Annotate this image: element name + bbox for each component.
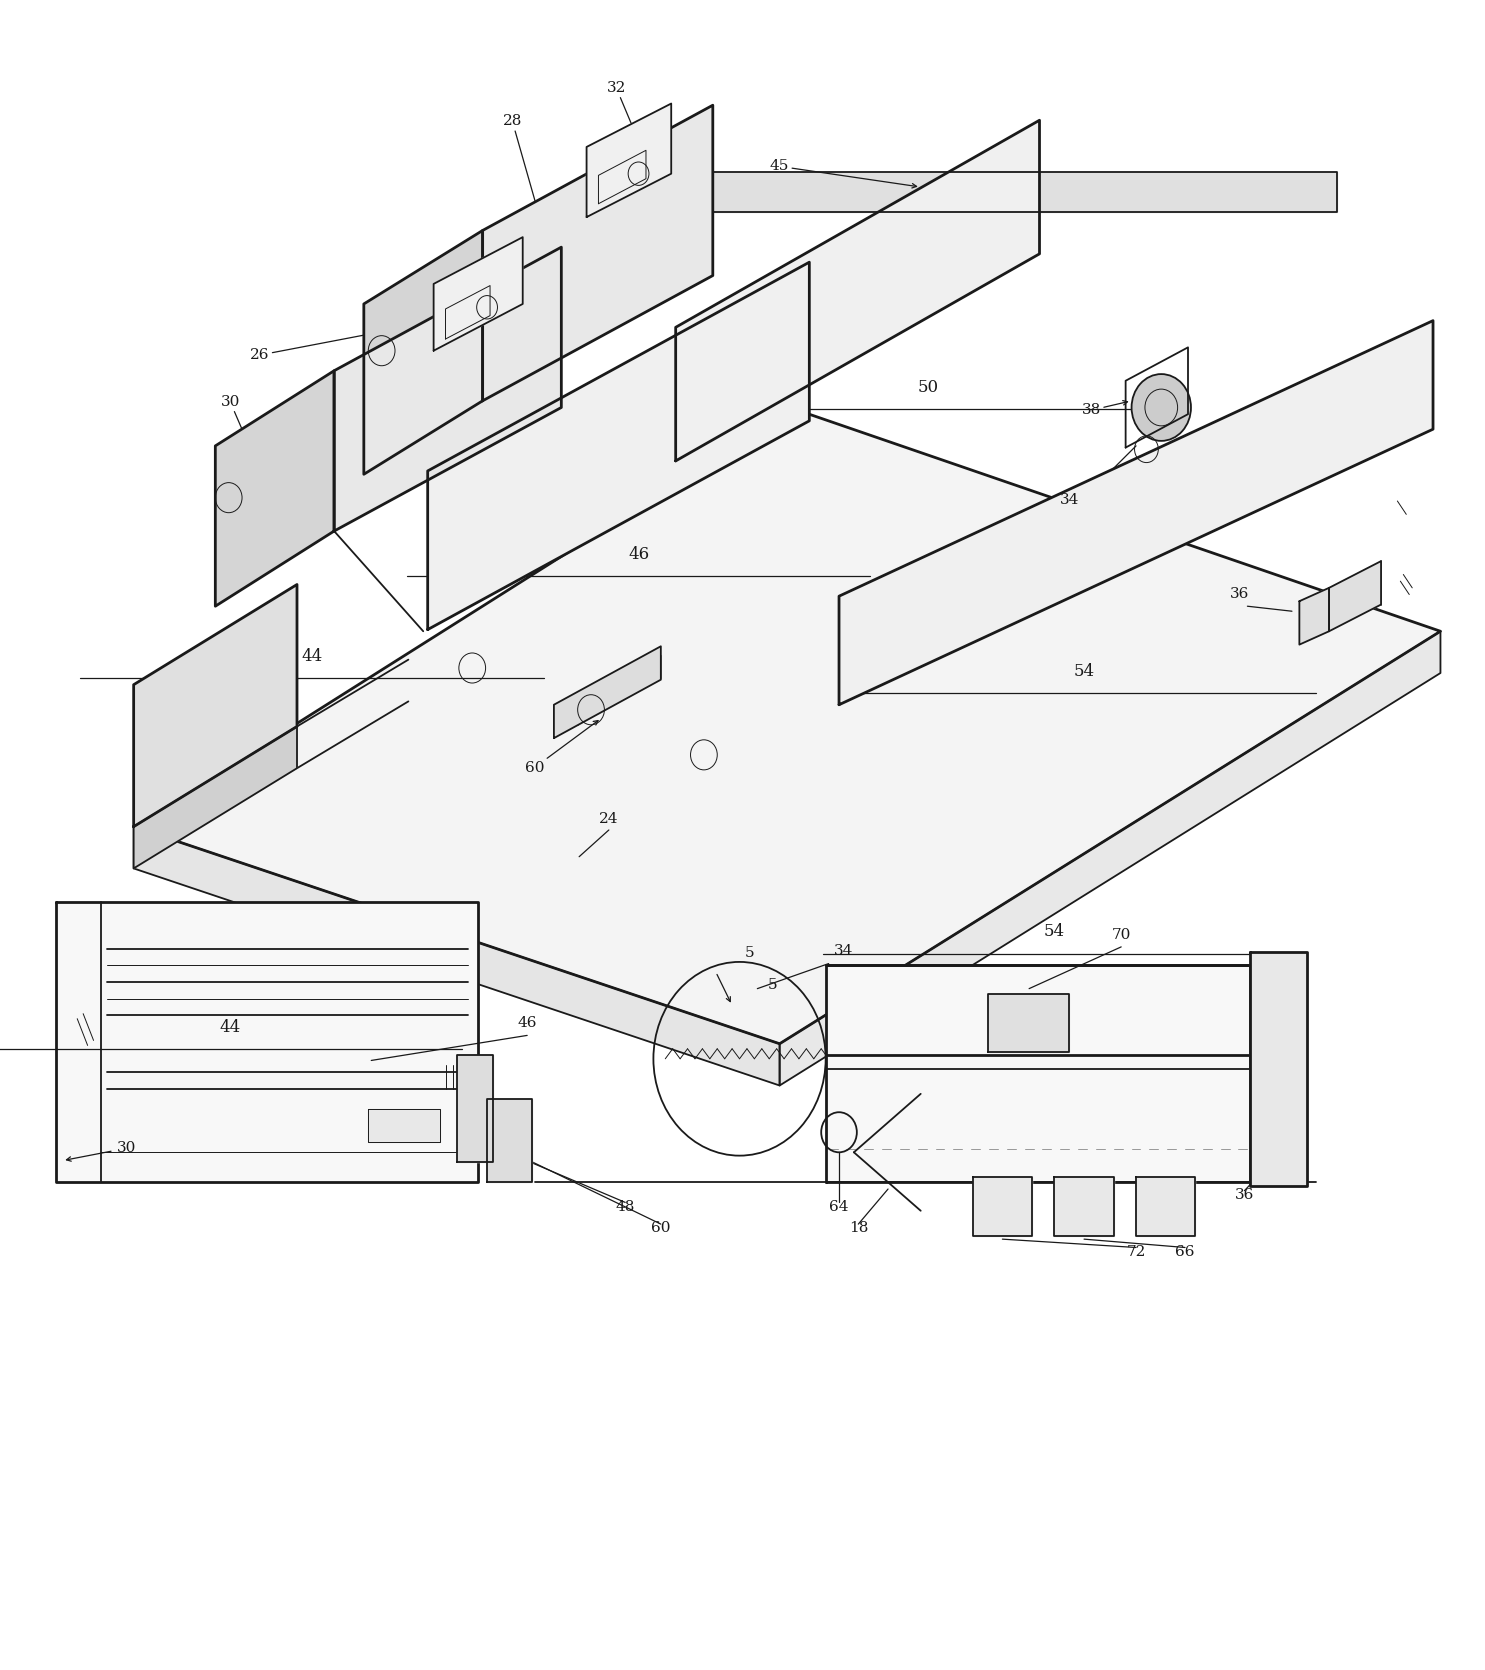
Text: 26: 26 — [249, 321, 435, 362]
Text: 46: 46 — [517, 1015, 538, 1030]
Polygon shape — [1299, 588, 1329, 645]
Polygon shape — [780, 631, 1440, 1086]
Text: 36: 36 — [1234, 1187, 1255, 1202]
Polygon shape — [839, 321, 1433, 705]
Text: 44: 44 — [301, 648, 322, 665]
Text: 60: 60 — [524, 720, 598, 775]
Text: 50: 50 — [918, 379, 939, 396]
Text: 28: 28 — [502, 114, 542, 222]
Text: 30: 30 — [220, 394, 263, 478]
Polygon shape — [134, 409, 1440, 1044]
Text: 5: 5 — [745, 945, 754, 960]
Polygon shape — [554, 646, 661, 738]
Polygon shape — [1250, 952, 1307, 1186]
Polygon shape — [364, 230, 483, 474]
Circle shape — [1132, 374, 1191, 441]
Text: 70: 70 — [1111, 927, 1132, 942]
Polygon shape — [457, 1055, 493, 1162]
Text: 48: 48 — [615, 1199, 636, 1214]
Text: 54: 54 — [1044, 924, 1065, 940]
Polygon shape — [483, 105, 713, 401]
Text: 54: 54 — [1074, 663, 1094, 680]
Polygon shape — [826, 965, 1250, 1182]
Polygon shape — [215, 371, 334, 606]
Polygon shape — [713, 172, 1336, 212]
Text: 45: 45 — [769, 159, 916, 189]
Polygon shape — [587, 104, 671, 217]
Text: 5: 5 — [768, 977, 777, 992]
Polygon shape — [334, 247, 561, 531]
Text: 44: 44 — [220, 1019, 241, 1035]
Text: 66: 66 — [1175, 1244, 1195, 1259]
Polygon shape — [973, 1177, 1032, 1236]
Text: 72: 72 — [1126, 1244, 1146, 1259]
Text: 32: 32 — [606, 80, 644, 155]
Text: 64: 64 — [829, 1199, 849, 1214]
Polygon shape — [428, 262, 809, 630]
Polygon shape — [434, 237, 523, 351]
Text: 34: 34 — [1059, 493, 1080, 508]
Polygon shape — [1054, 1177, 1114, 1236]
Polygon shape — [368, 1109, 440, 1142]
Text: 38: 38 — [1083, 401, 1127, 418]
Polygon shape — [1329, 561, 1381, 631]
Polygon shape — [134, 584, 297, 827]
Text: 46: 46 — [628, 546, 649, 563]
Polygon shape — [1136, 1177, 1195, 1236]
Polygon shape — [676, 120, 1040, 461]
Polygon shape — [56, 902, 478, 1182]
Polygon shape — [134, 726, 297, 868]
Text: 60: 60 — [650, 1221, 671, 1236]
Text: 30: 30 — [67, 1141, 137, 1161]
Polygon shape — [487, 1099, 532, 1182]
Text: 24: 24 — [598, 812, 619, 827]
Polygon shape — [988, 994, 1069, 1052]
Polygon shape — [134, 827, 780, 1086]
Text: 34: 34 — [833, 944, 854, 959]
Text: 18: 18 — [848, 1221, 869, 1236]
Text: 36: 36 — [1230, 586, 1250, 601]
